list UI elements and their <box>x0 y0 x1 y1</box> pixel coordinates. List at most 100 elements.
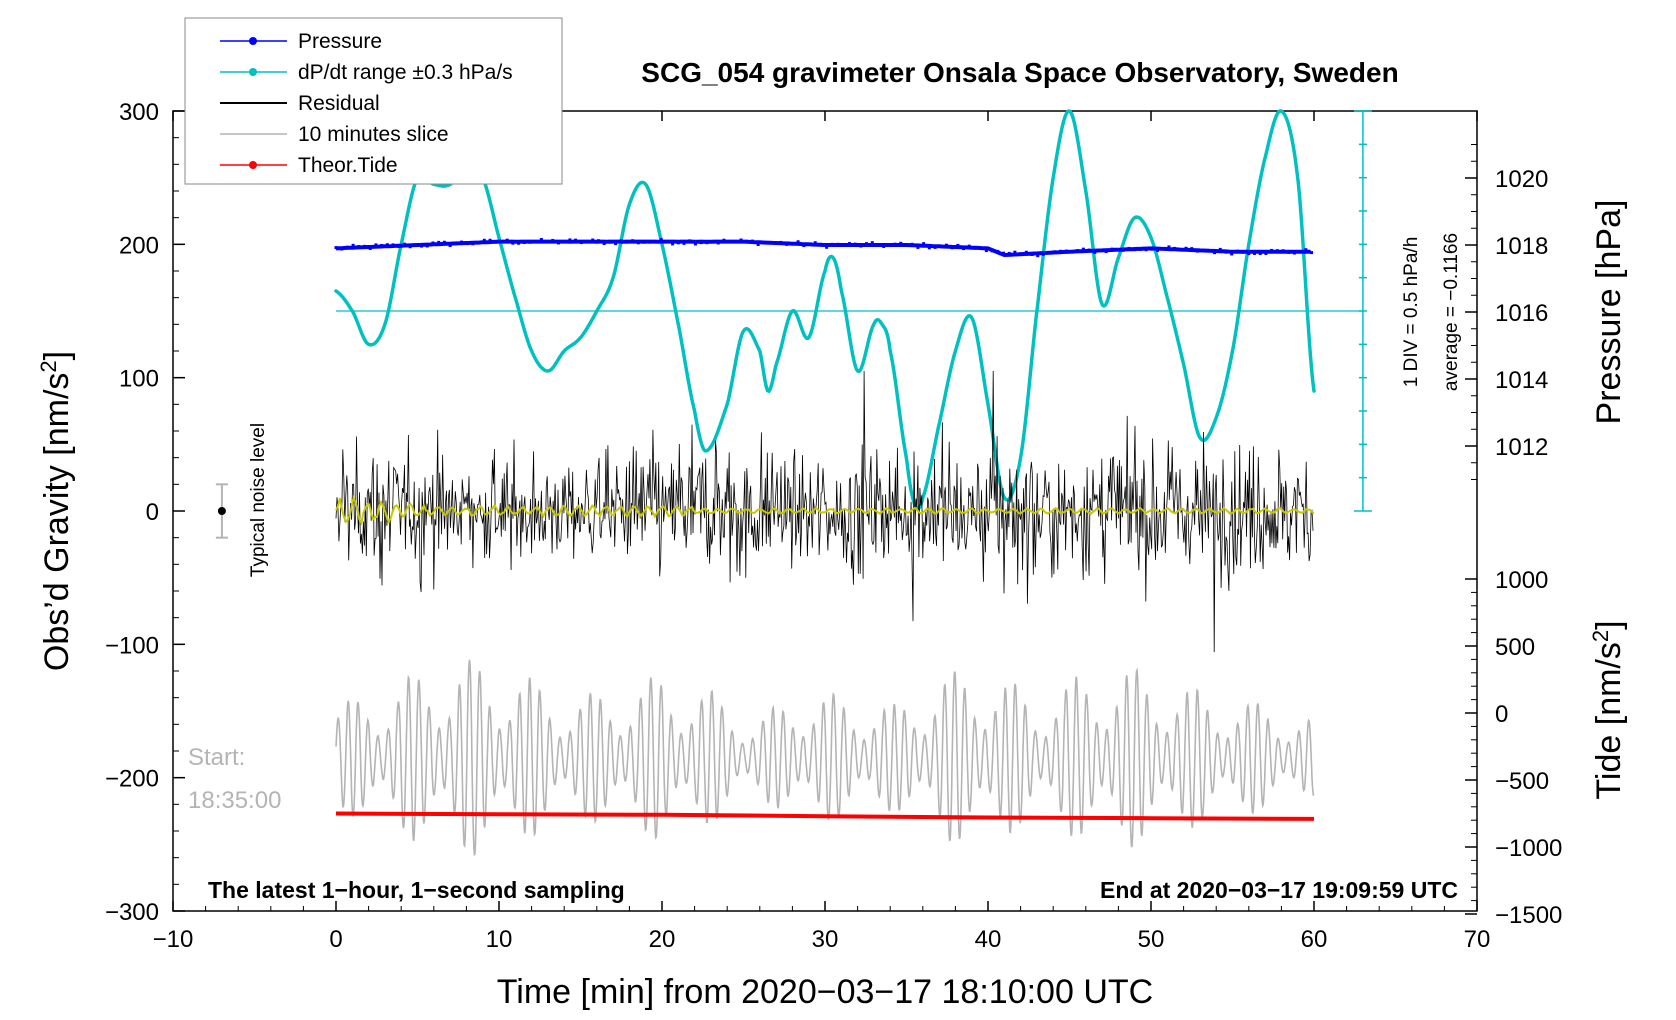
x-tick-label: 30 <box>812 926 839 953</box>
y-tick-label: 300 <box>119 99 159 126</box>
pressure-point <box>1156 248 1160 252</box>
pressure-point <box>437 240 441 244</box>
x-tick-label: 20 <box>649 926 676 953</box>
pressure-point <box>488 238 492 242</box>
pressure-point <box>1030 253 1034 257</box>
pressure-point <box>1201 249 1205 253</box>
pressure-point <box>825 245 829 249</box>
pressure-point <box>1241 250 1245 254</box>
pressure-point <box>870 241 874 245</box>
y-tick-label: 200 <box>119 232 159 259</box>
pressure-point <box>1064 249 1068 253</box>
pressure-point <box>728 240 732 244</box>
pressure-point <box>1167 245 1171 249</box>
pressure-point <box>596 239 600 243</box>
pressure-point <box>711 240 715 244</box>
pressure-point <box>1104 250 1108 254</box>
pressure-point <box>1218 247 1222 251</box>
pressure-point <box>950 246 954 250</box>
pressure-point <box>927 246 931 250</box>
pressure-point <box>534 240 538 244</box>
start-label: Start: <box>188 744 245 771</box>
chart-title: SCG_054 gravimeter Onsala Space Observat… <box>641 57 1398 88</box>
pressure-point <box>494 240 498 244</box>
pressure-point <box>830 242 834 246</box>
pressure-point <box>682 241 686 245</box>
pressure-point <box>420 244 424 248</box>
pressure-point <box>608 239 612 243</box>
pressure-point <box>939 245 943 249</box>
pressure-point <box>956 243 960 247</box>
pressure-point <box>973 246 977 250</box>
pressure-point <box>545 240 549 244</box>
y-tick-label: −300 <box>105 899 159 926</box>
pressure-point <box>625 240 629 244</box>
left-y-axis-label: Obs’d Gravity [nm/s2] <box>36 351 77 671</box>
pressure-point <box>391 243 395 247</box>
residual-mean-line <box>335 494 1315 526</box>
pressure-point <box>1253 251 1257 255</box>
tide-tick-label: −500 <box>1495 768 1549 795</box>
pressure-point <box>1036 254 1040 258</box>
dpdt-scale-bar <box>1353 110 1372 512</box>
pressure-tick-label: 1016 <box>1495 300 1548 327</box>
noise-level-label: Typical noise level <box>248 423 269 577</box>
pressure-point <box>334 246 338 250</box>
noise-level-marker <box>215 483 228 539</box>
pressure-point <box>1121 248 1125 252</box>
average-label: average = −0.1166 <box>1441 233 1462 391</box>
legend-marker <box>249 161 257 169</box>
pressure-point <box>790 242 794 246</box>
pressure-point <box>431 241 435 245</box>
pressure-tick-label: 1020 <box>1495 166 1548 193</box>
pressure-point <box>876 243 880 247</box>
x-tick-label: 0 <box>329 926 342 953</box>
pressure-point <box>796 240 800 244</box>
pressure-point <box>1264 251 1268 255</box>
pressure-point <box>1110 247 1114 251</box>
tide-tick-label: −1000 <box>1495 835 1562 862</box>
pressure-point <box>1144 248 1148 252</box>
pressure-point <box>482 238 486 242</box>
pressure-point <box>1207 249 1211 253</box>
pressure-point <box>887 243 891 247</box>
pressure-point <box>1001 251 1005 255</box>
pressure-point <box>1178 247 1182 251</box>
pressure-point <box>505 238 509 242</box>
tide-line <box>335 811 1315 821</box>
pressure-point <box>1133 248 1137 252</box>
pressure-point <box>414 243 418 247</box>
pressure-point <box>1098 248 1102 252</box>
pressure-point <box>568 238 572 242</box>
pressure-point <box>522 241 526 245</box>
pressure-point <box>454 242 458 246</box>
pressure-point <box>402 242 406 246</box>
pressure-point <box>733 239 737 243</box>
pressure-point <box>819 242 823 246</box>
residual-series <box>335 370 1314 653</box>
pressure-point <box>905 243 908 247</box>
pressure-point <box>465 242 469 246</box>
tide-axis-label: Tide [nm/s2] <box>1588 620 1629 799</box>
pressure-point <box>1076 249 1080 253</box>
pressure-point <box>899 241 903 245</box>
pressure-tick-label: 1018 <box>1495 233 1548 260</box>
pressure-point <box>653 240 657 244</box>
pressure-point <box>979 246 983 250</box>
pressure-point <box>585 239 589 243</box>
pressure-point <box>579 241 583 245</box>
pressure-point <box>865 242 869 246</box>
pressure-point <box>1087 248 1091 252</box>
legend-label: Residual <box>298 92 380 115</box>
pressure-point <box>716 241 720 245</box>
pressure-point <box>614 242 618 246</box>
pressure-point <box>1224 250 1228 254</box>
pressure-point <box>1298 250 1302 254</box>
pressure-point <box>1013 250 1017 254</box>
pressure-point <box>1173 246 1177 250</box>
pressure-point <box>460 240 464 244</box>
pressure-point <box>1281 249 1285 253</box>
pressure-point <box>477 241 481 245</box>
pressure-point <box>1275 249 1279 253</box>
